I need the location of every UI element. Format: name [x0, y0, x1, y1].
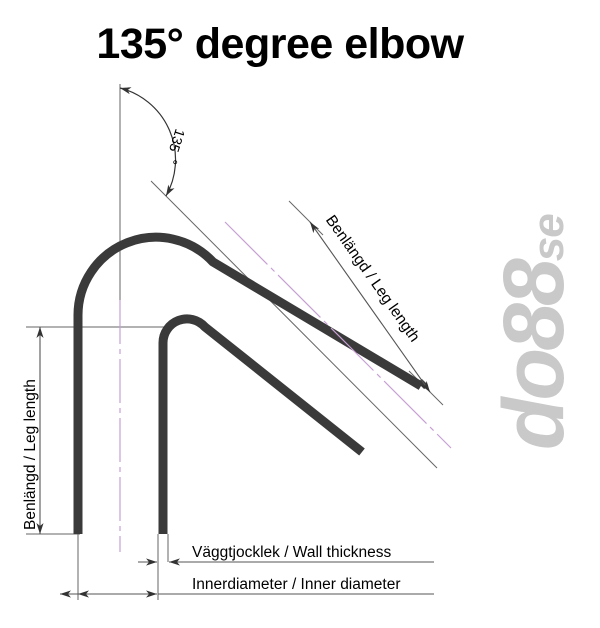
construction-lines [26, 84, 444, 600]
dimline-leg-length-diagonal [309, 221, 431, 393]
ext-line-diag-start [288, 200, 324, 236]
angle-degree-symbol: ° [164, 156, 181, 166]
label-inner-diameter: Innerdiameter / Inner diameter [192, 576, 401, 593]
dimgroup-inner-diameter: Innerdiameter / Inner diameter [60, 576, 434, 598]
label-leg-length-vertical-group: Benlängd / Leg length [22, 379, 39, 530]
diagonal-reference-line [150, 180, 438, 469]
dimgroup-wall-thickness: Väggtjocklek / Wall thickness [138, 544, 434, 566]
angle-arc [119, 87, 177, 197]
angle-value: 135 [166, 127, 189, 154]
page-title: 135° degree elbow [96, 20, 464, 68]
label-leg-length-diagonal-group: Benlängd / Leg length [322, 212, 423, 345]
label-leg-length-vertical: Benlängd / Leg length [22, 379, 39, 530]
hose-outer-wall [73, 232, 424, 534]
angle-label-group: 135 ° [164, 127, 189, 166]
ext-line-diag-end [408, 370, 444, 406]
label-leg-length-diagonal: Benlängd / Leg length [322, 212, 423, 345]
label-wall-thickness: Väggtjocklek / Wall thickness [192, 544, 392, 561]
hose-inner-wall [158, 314, 365, 534]
